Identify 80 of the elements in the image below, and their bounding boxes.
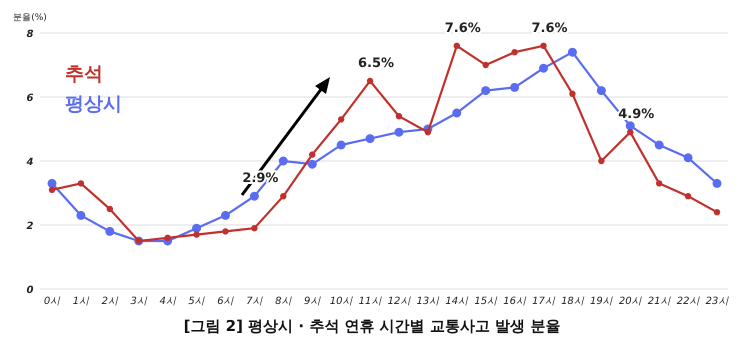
x-tick-label: 4시	[159, 296, 177, 307]
point	[366, 78, 374, 84]
x-tick-label: 12시	[388, 296, 412, 307]
text: 평상시	[65, 93, 122, 115]
point	[482, 62, 489, 68]
x-tick-label: 18시	[561, 296, 585, 307]
point	[48, 186, 56, 193]
point	[105, 226, 114, 236]
x-tick-label: 16시	[503, 296, 527, 307]
x-tick-label: 8시	[275, 296, 292, 307]
point	[596, 86, 606, 96]
point	[394, 128, 404, 137]
point	[336, 140, 346, 150]
y-tick-label: 6	[26, 93, 34, 104]
x-tick-label: 19시	[590, 296, 614, 307]
point	[78, 180, 84, 187]
point	[452, 108, 462, 118]
point	[424, 129, 432, 136]
text: [그림 2] 평상시 · 추석 연휴 시간별 교통사고 발생 분율	[184, 317, 560, 335]
point	[511, 49, 518, 56]
point	[714, 209, 720, 216]
text: 추석	[65, 63, 103, 85]
point	[598, 158, 605, 164]
point	[309, 151, 316, 158]
annotation: 7.6%	[444, 20, 481, 36]
point	[164, 234, 171, 241]
point	[48, 178, 56, 188]
x-tick-label: 11시	[358, 296, 382, 307]
point	[569, 90, 576, 97]
x-tick-label: 22시	[676, 296, 700, 307]
point	[338, 116, 344, 123]
point	[684, 193, 692, 200]
point	[250, 192, 259, 201]
x-tick-label: 10시	[330, 296, 354, 307]
point	[626, 121, 635, 130]
point	[220, 210, 230, 220]
x-tick-label: 2시	[102, 296, 119, 307]
x-tick-label: 6시	[217, 296, 235, 307]
x-tick-label: 23시	[706, 296, 730, 307]
point	[712, 178, 722, 188]
y-tick-label: 4	[26, 157, 34, 168]
point	[251, 225, 258, 232]
x-tick-label: 21시	[648, 296, 672, 307]
x-tick-label: 17시	[532, 296, 556, 307]
y-tick-label: 8	[26, 29, 34, 40]
point	[106, 206, 114, 212]
x-tick-label: 0시	[44, 296, 62, 307]
point	[454, 42, 460, 49]
y-tick-label: 2	[26, 221, 34, 232]
point	[192, 224, 202, 233]
point	[193, 231, 200, 238]
point	[366, 134, 375, 144]
y-axis-title: 분율(%)	[13, 13, 47, 23]
point	[396, 113, 402, 120]
y-tick-label: 0	[26, 285, 34, 296]
x-tick-label: 1시	[72, 296, 90, 307]
point	[278, 156, 288, 166]
point	[656, 180, 662, 187]
x-tick-label: 7시	[246, 296, 264, 307]
x-tick-label: 15시	[474, 296, 498, 307]
point	[540, 42, 547, 49]
point	[308, 160, 317, 169]
x-tick-label: 3시	[130, 296, 148, 307]
point	[684, 153, 693, 162]
point	[280, 193, 287, 200]
point	[510, 82, 520, 92]
x-tick-label: 5시	[188, 296, 206, 307]
x-tick-label: 20시	[618, 296, 643, 307]
point	[539, 64, 548, 73]
x-tick-label: 13시	[416, 296, 440, 307]
x-tick-label: 9시	[304, 296, 322, 307]
point	[481, 86, 490, 96]
point	[222, 228, 229, 235]
point	[654, 140, 664, 150]
point	[627, 129, 634, 136]
x-tick-label: 14시	[445, 296, 470, 307]
annotation: 6.5%	[358, 56, 394, 71]
point	[76, 210, 86, 220]
annotation: 7.6%	[531, 20, 568, 36]
point	[568, 48, 577, 57]
